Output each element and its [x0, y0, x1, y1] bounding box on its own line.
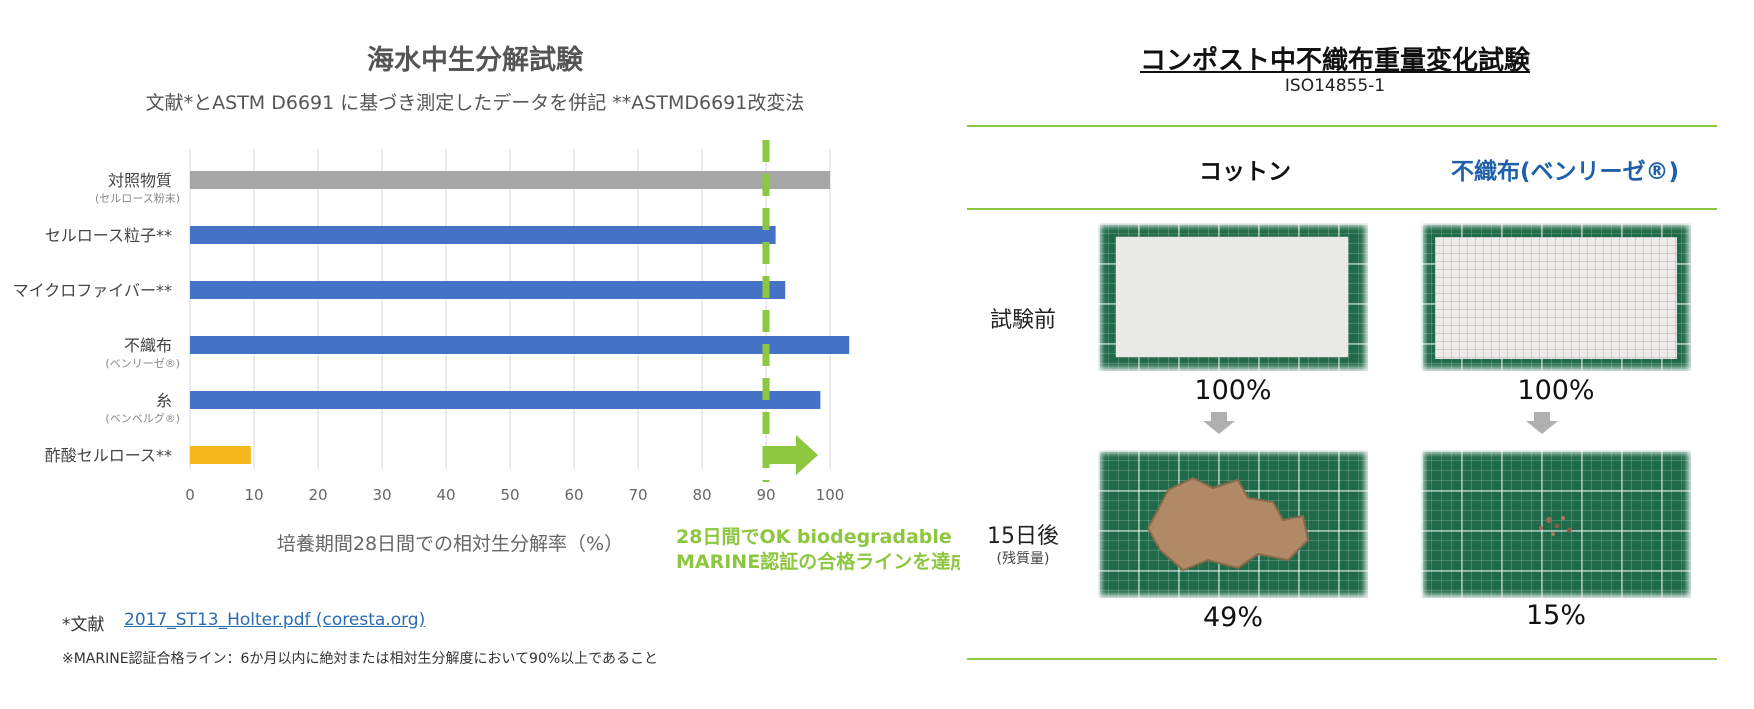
- category-sublabel: (ベンベルグ®): [105, 411, 180, 425]
- bar: [190, 446, 251, 464]
- chart-bars: [190, 171, 850, 464]
- row-header-after: 15日後: [987, 524, 1059, 549]
- x-tick-label: 60: [564, 486, 583, 504]
- category-label: 不織布: [124, 336, 172, 355]
- photo-nonwoven-before: [1421, 223, 1691, 371]
- arrow-down-icon: [1203, 412, 1235, 434]
- category-label: 糸: [156, 391, 172, 410]
- x-tick-label: 30: [372, 486, 391, 504]
- category-label: マイクロファイバー**: [13, 281, 172, 300]
- column-header-nonwoven: 不織布(ベンリーゼ®): [1450, 159, 1680, 185]
- x-tick-label: 40: [436, 486, 455, 504]
- chart-category-labels: 対照物質(セルロース粉末) セルロース粒子** マイクロファイバー** 不織布 (ベンリ…: [13, 171, 180, 465]
- compost-test-subtitle: ISO14855-1: [1284, 76, 1386, 96]
- threshold-annotation-line2: MARINE認証の合格ラインを達成: [676, 550, 960, 573]
- pct-cotton-before: 100%: [1194, 375, 1272, 406]
- compost-test-title: コンポスト中不織布重量変化試験: [1139, 46, 1530, 76]
- x-tick-label: 50: [500, 486, 519, 504]
- bar: [190, 336, 850, 354]
- x-tick-label: 20: [308, 486, 327, 504]
- marine-certification-note: ※MARINE認証合格ライン：6か月以内に絶対または相対生分解度において90%以…: [62, 651, 659, 667]
- footnote-link[interactable]: 2017_ST13_Holter.pdf (coresta.org): [124, 610, 426, 630]
- nonwoven-sheet: [1435, 237, 1677, 359]
- x-tick-label: 0: [185, 486, 195, 504]
- chart-subtitle: 文献*とASTM D6691 に基づき測定したデータを併記 **ASTMD669…: [145, 92, 805, 114]
- bar: [190, 226, 776, 244]
- chart-tick-labels: 0 10 20 30 40 50 60 70 80 90 100: [185, 486, 844, 504]
- x-tick-label: 70: [628, 486, 647, 504]
- cotton-sheet: [1116, 237, 1348, 357]
- photo-nonwoven-after: [1421, 450, 1691, 598]
- footnote-label: *文献: [62, 615, 105, 635]
- chart-title: 海水中生分解試験: [367, 45, 583, 76]
- category-label: 対照物質: [108, 171, 172, 190]
- pct-cotton-after: 49%: [1202, 602, 1263, 633]
- nonwoven-residue: [1539, 516, 1572, 536]
- bar: [190, 391, 821, 409]
- category-label: セルロース粒子**: [45, 226, 172, 245]
- x-tick-label: 90: [756, 486, 775, 504]
- chart-grid: [189, 150, 831, 470]
- row-header-after-sub: (残質量): [996, 551, 1050, 567]
- threshold-arrow: [766, 435, 818, 475]
- pct-nonwoven-after: 15%: [1525, 600, 1586, 631]
- x-tick-label: 10: [244, 486, 263, 504]
- x-axis-label: 培養期間28日間での相対生分解率（%）: [277, 533, 623, 555]
- category-label: 酢酸セルロース**: [45, 446, 172, 465]
- threshold-annotation-line1: 28日間でOK biodegradable: [676, 526, 952, 548]
- table-divider-top: [967, 125, 1717, 127]
- biodegradation-bar-chart: 対照物質(セルロース粉末) セルロース粒子** マイクロファイバー** 不織布 (ベンリ…: [13, 140, 960, 573]
- photo-cotton-before: [1098, 223, 1368, 371]
- table-divider-bottom: [967, 658, 1717, 660]
- cotton-residue: [1146, 476, 1310, 572]
- row-header-before: 試験前: [989, 308, 1056, 333]
- column-header-cotton: コットン: [1199, 159, 1291, 185]
- pct-nonwoven-before: 100%: [1517, 375, 1595, 406]
- table-divider-header: [967, 208, 1717, 210]
- category-sublabel: (ベンリーゼ®): [105, 357, 180, 370]
- category-sublabel: (セルロース粉末): [95, 191, 180, 205]
- bar: [190, 281, 786, 299]
- arrow-down-icon: [1526, 412, 1558, 434]
- x-tick-label: 100: [816, 486, 845, 504]
- bar: [190, 171, 830, 189]
- x-tick-label: 80: [692, 486, 711, 504]
- photo-cotton-after: [1098, 450, 1368, 598]
